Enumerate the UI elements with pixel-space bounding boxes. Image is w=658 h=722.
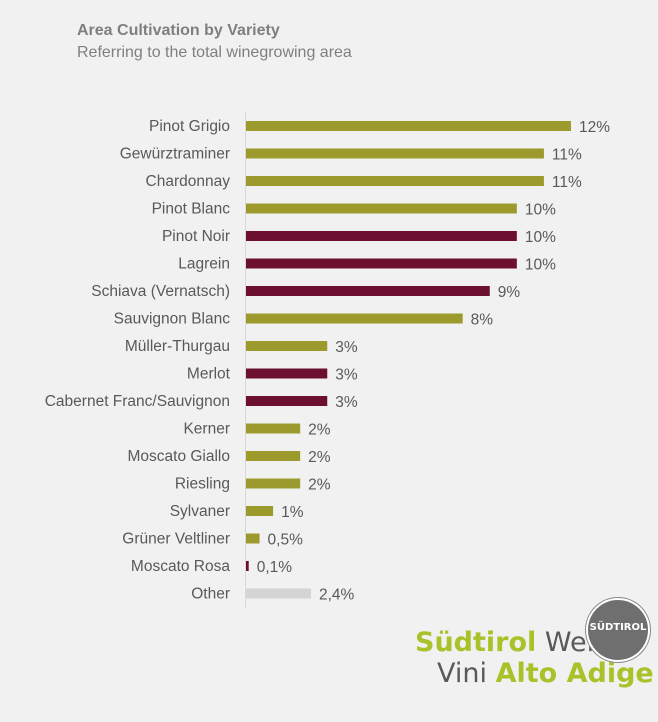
data-label: 2%: [308, 422, 331, 439]
data-label: 8%: [471, 312, 494, 329]
data-label: 12%: [579, 119, 610, 136]
data-label: 11%: [552, 147, 582, 164]
bar: [246, 423, 301, 434]
data-label: 10%: [525, 257, 556, 274]
bar: [246, 451, 301, 461]
bar: [246, 341, 328, 351]
data-label: 9%: [498, 284, 521, 301]
category-label: Pinot Blanc: [152, 201, 231, 218]
category-label: Pinot Noir: [162, 228, 230, 245]
seal-text: SÜDTIROL: [589, 622, 647, 633]
bar: [246, 231, 517, 241]
data-label: 1%: [281, 504, 304, 521]
bar: [246, 478, 301, 489]
category-label: Lagrein: [178, 256, 230, 273]
bar: [246, 368, 328, 379]
data-label: 3%: [335, 394, 358, 411]
data-label: 10%: [525, 202, 556, 219]
category-label: Sylvaner: [170, 503, 230, 520]
chart-subtitle: Referring to the total winegrowing area: [77, 44, 352, 61]
category-label: Kerner: [183, 421, 230, 438]
data-label: 11%: [552, 174, 582, 191]
category-label: Müller-Thurgau: [125, 338, 230, 355]
category-label: Schiava (Vernatsch): [91, 283, 230, 300]
category-label: Sauvignon Blanc: [114, 311, 231, 328]
bar: [246, 313, 463, 324]
data-label: 2%: [308, 477, 331, 494]
bar: [246, 176, 544, 186]
bar: [246, 286, 490, 296]
data-label: 0,5%: [268, 532, 304, 549]
data-label: 0,1%: [257, 559, 293, 576]
bar: [246, 588, 311, 599]
data-label: 3%: [335, 367, 358, 384]
category-label: Riesling: [175, 476, 230, 493]
bar: [246, 148, 544, 159]
category-label: Chardonnay: [146, 173, 231, 190]
category-label: Merlot: [187, 366, 231, 383]
data-label: 2%: [308, 449, 331, 466]
chart-title: Area Cultivation by Variety: [77, 22, 280, 39]
category-label: Gewürztraminer: [120, 146, 230, 163]
data-label: 3%: [335, 339, 358, 356]
category-label: Moscato Rosa: [131, 558, 230, 575]
category-label: Cabernet Franc/Sauvignon: [45, 393, 230, 410]
category-label: Other: [191, 586, 230, 603]
data-label: 10%: [525, 229, 556, 246]
logo-text: Alto Adige: [495, 658, 654, 689]
bar: [246, 121, 571, 131]
category-label: Moscato Giallo: [127, 448, 230, 465]
bar: [246, 561, 249, 571]
bar: [246, 533, 260, 544]
data-label: 2,4%: [319, 587, 355, 604]
bar: [246, 506, 274, 516]
category-label: Pinot Grigio: [149, 118, 230, 135]
category-label: Grüner Veltliner: [122, 531, 230, 548]
bar: [246, 258, 517, 269]
logo-text: Südtirol: [415, 627, 537, 658]
seal-logo: SÜDTIROL: [586, 598, 650, 662]
bar: [246, 396, 328, 406]
bar: [246, 203, 517, 214]
logo-text: Vini: [437, 658, 487, 689]
